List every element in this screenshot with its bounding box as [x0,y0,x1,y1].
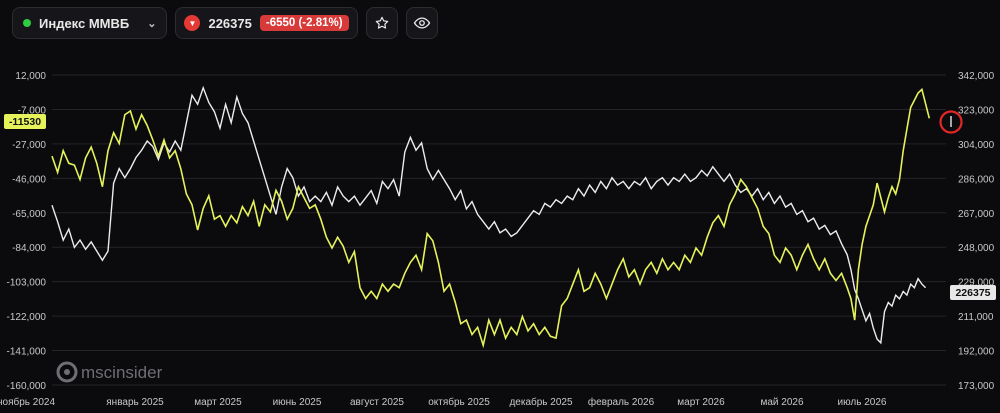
right-axis: 342,000 323,000 304,000 286,000 267,000 248,0… [958,71,995,392]
price-display: ▼ 226375 -6550 (-2.81%) [175,7,358,39]
current-price: 226375 [208,15,252,31]
x-tick-label: октябрь 2025 [428,396,490,408]
instrument-selector[interactable]: Индекс ММВБ ⌄ [12,7,168,39]
watermark-logo-dot-icon [64,369,70,375]
right-tick-label: 267,000 [958,209,995,220]
star-icon [375,16,388,29]
left-tick-label: -65,000 [12,209,46,220]
right-tick-label: 192,000 [958,347,995,358]
right-tick-label: 342,000 [958,71,995,82]
status-dot-icon [23,19,31,27]
right-tick-label: 323,000 [958,105,995,116]
right-tick-label: 286,000 [958,174,995,185]
favorite-button[interactable] [365,7,398,39]
series-yellow-line [51,87,931,349]
left-tick-label: -103,000 [7,278,47,289]
left-tick-label: -7,000 [18,105,47,116]
x-tick-label: июнь 2025 [273,397,322,408]
toolbar: Индекс ММВБ ⌄ ▼ 226375 -6550 (-2.81%) [12,6,438,40]
left-tick-label: -141,000 [7,347,47,358]
last-point-marker [939,110,963,134]
x-tick-label: март 2026 [677,397,725,408]
chevron-down-icon: ⌄ [147,17,157,30]
watermark: mscinsider [56,361,163,383]
instrument-name: Индекс ММВБ [39,15,130,31]
down-arrow-icon: ▼ [184,15,201,31]
x-tick-label: ноябрь 2024 [0,396,55,408]
x-tick-label: март 2025 [194,397,242,408]
x-tick-label: январь 2025 [106,397,164,408]
x-tick-label: июль 2026 [838,397,887,408]
x-tick-label: май 2026 [760,397,803,408]
chart-grid [52,74,946,386]
right-tick-label: 229,000 [958,278,995,289]
watch-button[interactable] [405,7,438,39]
price-change-badge: -6550 (-2.81%) [259,15,349,31]
left-tick-label: 12,000 [15,71,46,82]
left-axis: 12,000 -7,000 -27,000 -46,000 -65,000 -84,000… [7,71,47,392]
svg-text:-11530: -11530 [9,116,41,128]
x-tick-label: февраль 2026 [588,396,655,408]
marker-ring-icon [939,110,963,134]
left-tick-label: -27,000 [12,140,46,151]
left-tick-label: -160,000 [7,381,47,392]
left-tick-label: -46,000 [12,174,46,185]
x-axis: ноябрь 2024 январь 2025 март 2025 июнь 2025… [0,396,887,408]
right-tick-label: 304,000 [958,140,995,151]
right-tick-label: 173,000 [958,381,995,392]
right-last-value-badge: 226375 [950,285,996,300]
left-tick-label: -122,000 [7,312,47,323]
watermark-logo-icon [56,361,78,383]
right-tick-label: 211,000 [958,312,994,323]
left-tick-label: -84,000 [12,243,46,254]
left-last-value-badge: -11530 [4,114,46,129]
x-tick-label: август 2025 [350,397,404,408]
x-tick-label: декабрь 2025 [509,396,573,408]
series-white-line [51,85,927,345]
right-tick-label: 248,000 [958,243,995,254]
eye-icon [413,17,430,29]
watermark-text: mscinsider [81,363,163,382]
svg-text:226375: 226375 [955,287,990,299]
